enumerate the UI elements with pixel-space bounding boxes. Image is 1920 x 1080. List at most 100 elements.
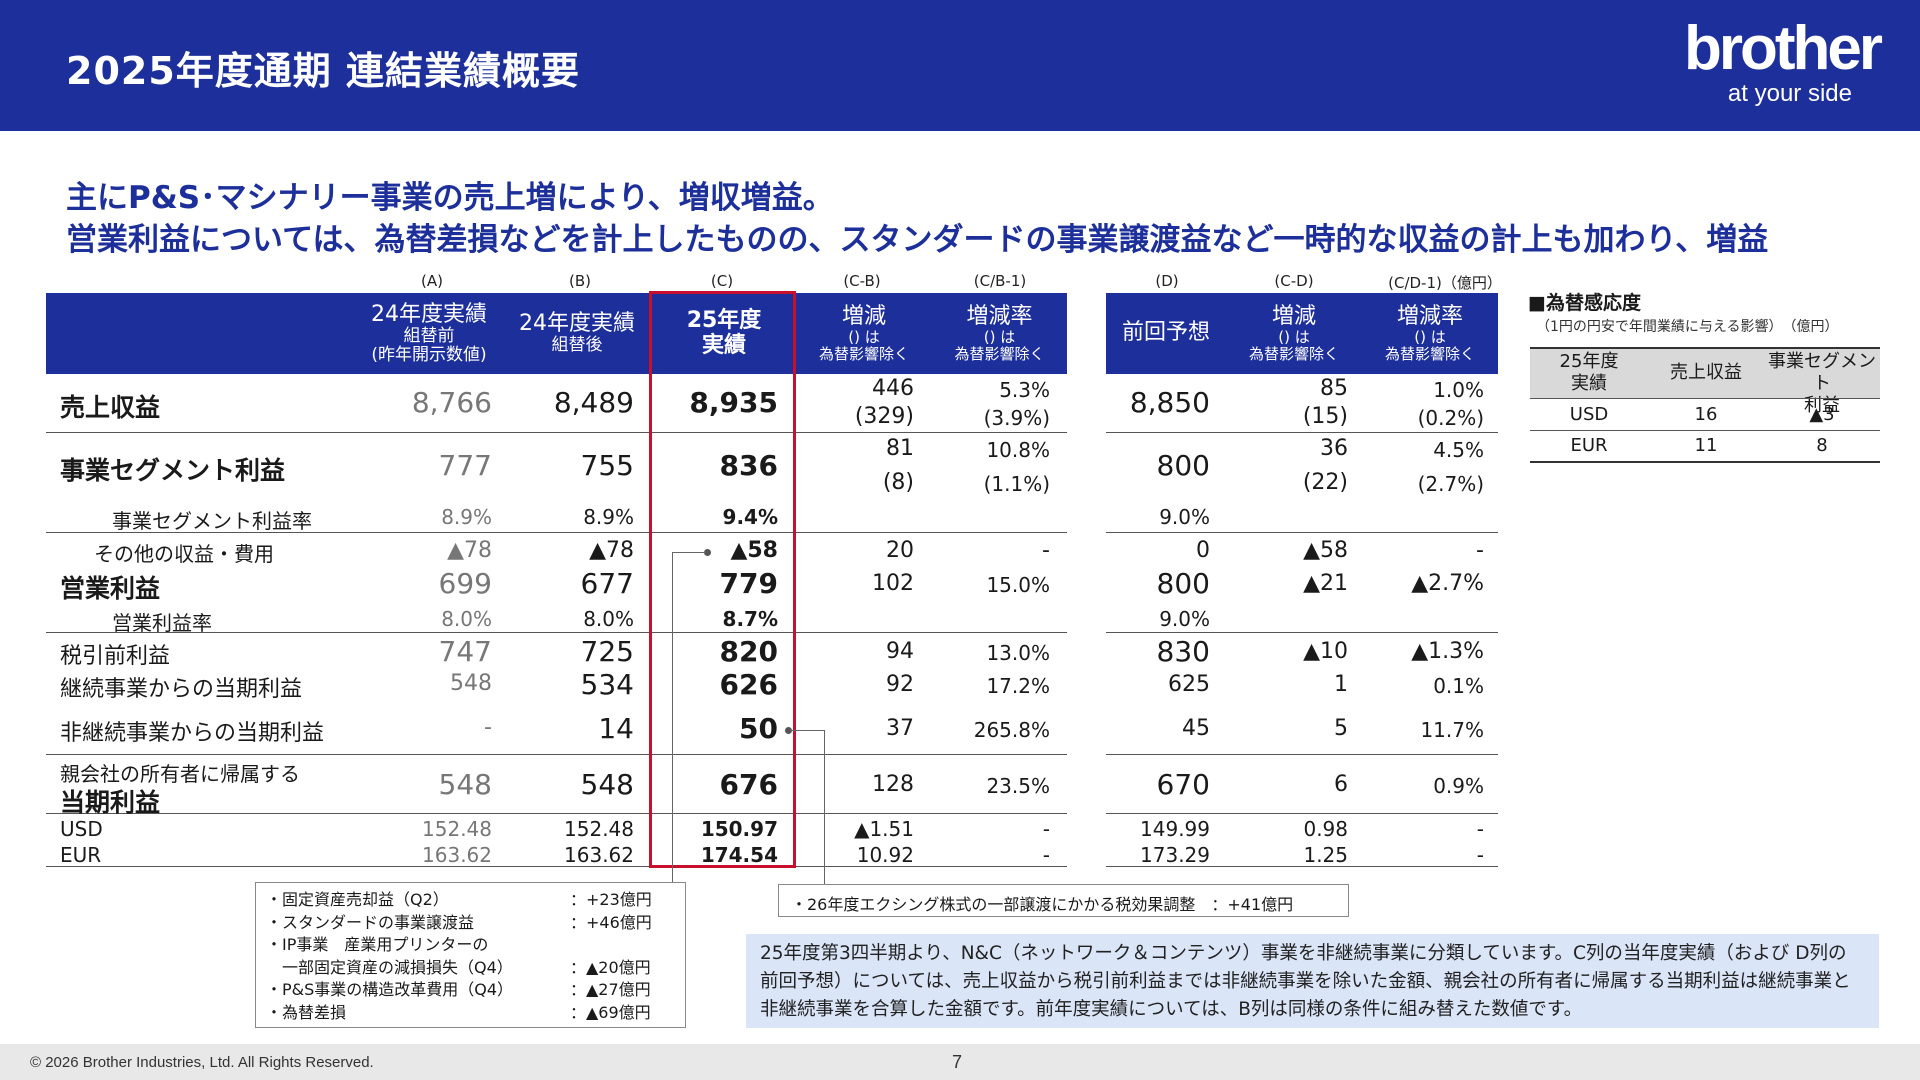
footer-bar: © 2026 Brother Industries, Ltd. All Righ…	[0, 1044, 1920, 1080]
cell-cd: 0.98	[1303, 817, 1348, 841]
cell-b: 8,489	[553, 386, 634, 419]
cell-b: 163.62	[564, 843, 634, 867]
row-label: 事業セグメント利益率	[112, 509, 312, 533]
cell-cb-fx: (8)	[882, 470, 914, 495]
cell-b: 534	[580, 668, 634, 701]
cell-b: 725	[580, 635, 634, 668]
cell-a: 152.48	[422, 817, 492, 841]
fx-rule	[1530, 461, 1880, 463]
row-label: 売上収益	[60, 393, 161, 422]
table-header-left: 24年度実績 組替前 (昨年開示数値) 24年度実績 組替後 25年度 実績 増減() …	[46, 293, 1067, 374]
row-divider	[1106, 532, 1498, 533]
row-label: 継続事業からの当期利益	[60, 677, 303, 702]
copyright: © 2026 Brother Industries, Ltd. All Righ…	[30, 1054, 374, 1071]
cell-c: 626	[719, 668, 778, 701]
note-discontinued: ・26年度エクシング株式の一部譲渡にかかる税効果調整 ：+41億円	[778, 884, 1349, 917]
cell-b: 8.0%	[583, 607, 634, 631]
note-item: ・為替差損 ：▲69億円	[266, 1002, 651, 1022]
row-divider	[46, 866, 1067, 867]
col-letter-d: (D)	[1155, 272, 1179, 290]
th-cd: 増減() は為替影響除く	[1248, 303, 1339, 363]
cell-cd: ▲21	[1303, 571, 1348, 596]
col-letter-cb: (C-B)	[843, 272, 881, 290]
note-item: ・スタンダードの事業譲渡益 ：+46億円	[266, 912, 652, 932]
cell-cd1: 0.1%	[1433, 674, 1484, 698]
cell-c: 820	[719, 635, 778, 668]
brother-logo: brother at your side	[1650, 18, 1883, 114]
table-header-right: 前回予想 増減() は為替影響除く 増減率() は為替影響除く	[1106, 293, 1498, 374]
cell-cb: 446	[872, 376, 914, 401]
cell-c: 676	[719, 768, 778, 801]
row-label: 税引前利益	[60, 644, 171, 669]
row-divider	[46, 754, 1067, 755]
th-a: 24年度実績 組替前 (昨年開示数値)	[371, 301, 487, 365]
row-label: 営業利益	[60, 574, 161, 603]
cell-a: -	[484, 715, 492, 740]
cell-cb: 102	[872, 571, 914, 596]
cell-b: 755	[580, 449, 634, 482]
fx-usd-revenue: 16	[1694, 404, 1718, 425]
cell-d: 45	[1182, 716, 1210, 741]
cell-cb1-fx: (1.1%)	[983, 472, 1050, 496]
cell-cd-fx: (15)	[1302, 404, 1348, 429]
info-box-reclassification: 25年度第3四半期より、N&C（ネットワーク＆コンテンツ）事業を非継続事業に分類…	[746, 934, 1879, 1028]
cell-cd1: 0.9%	[1433, 774, 1484, 798]
cell-cb: 92	[886, 672, 914, 697]
leader-line-discont	[824, 730, 825, 884]
cell-cb: 20	[886, 538, 914, 563]
cell-d: 800	[1156, 449, 1210, 482]
fx-eur-segment: 8	[1816, 435, 1828, 456]
cell-cd1: -	[1476, 817, 1484, 841]
row-label: USD	[60, 817, 103, 841]
cell-cd: 36	[1320, 436, 1348, 461]
cell-a: 777	[438, 449, 492, 482]
cell-cd: ▲10	[1303, 639, 1348, 664]
cell-c: 8.7%	[722, 607, 778, 631]
cell-cd1: 11.7%	[1420, 718, 1484, 742]
cell-b: 14	[598, 712, 634, 745]
cell-cd: 5	[1334, 716, 1348, 741]
cell-cb1: 10.8%	[986, 438, 1050, 462]
fx-rule	[1530, 398, 1880, 399]
header-bar: 2025年度通期 連結業績概要 brother at your side	[0, 0, 1920, 131]
cell-cd: 1	[1334, 672, 1348, 697]
th-c: 25年度 実績	[686, 308, 762, 358]
note-item: ・P&S事業の構造改革費用（Q4） ：▲27億円	[266, 980, 651, 999]
cell-d: 9.0%	[1159, 607, 1210, 631]
cell-cb: 10.92	[856, 843, 914, 867]
cell-cb1: -	[1042, 538, 1050, 563]
fx-rule	[1530, 347, 1880, 349]
cell-cd: 1.25	[1303, 843, 1348, 867]
th-d: 前回予想	[1121, 320, 1210, 346]
row-label: 事業セグメント利益	[60, 456, 286, 485]
leader-line-other	[672, 552, 706, 553]
cell-a: 548	[450, 671, 492, 696]
cell-d: 9.0%	[1159, 505, 1210, 529]
th-cb: 増減() は為替影響除く	[818, 303, 909, 363]
col-letter-cd1: (C/D-1)（億円）	[1388, 274, 1502, 292]
row-divider	[1106, 813, 1498, 814]
cell-c: 836	[719, 449, 778, 482]
row-label: 営業利益率	[112, 611, 212, 635]
cell-cd-fx: (22)	[1302, 470, 1348, 495]
row-divider	[46, 632, 1067, 633]
cell-d: 173.29	[1140, 843, 1210, 867]
cell-cb1: 23.5%	[986, 774, 1050, 798]
leader-line-discont	[790, 730, 824, 731]
cell-cb1: 15.0%	[986, 573, 1050, 597]
col-letter-c: (C)	[710, 272, 734, 290]
row-label: EUR	[60, 843, 102, 867]
cell-d: 830	[1156, 635, 1210, 668]
cell-a: 8.9%	[441, 505, 492, 529]
fx-eur-label: EUR	[1570, 435, 1608, 456]
fx-eur-revenue: 11	[1694, 435, 1718, 456]
row-divider	[46, 813, 1067, 814]
cell-cd1: -	[1476, 843, 1484, 867]
fx-head-col2: 売上収益	[1670, 362, 1742, 383]
fx-sensitivity-subtitle: （1円の円安で年間業績に与える影響） （億円）	[1536, 319, 1839, 335]
cell-cb: 37	[886, 716, 914, 741]
cell-cb-fx: (329)	[854, 404, 914, 429]
fx-rule	[1530, 430, 1880, 431]
cell-cd1: -	[1476, 538, 1484, 563]
cell-d: 625	[1168, 672, 1210, 697]
